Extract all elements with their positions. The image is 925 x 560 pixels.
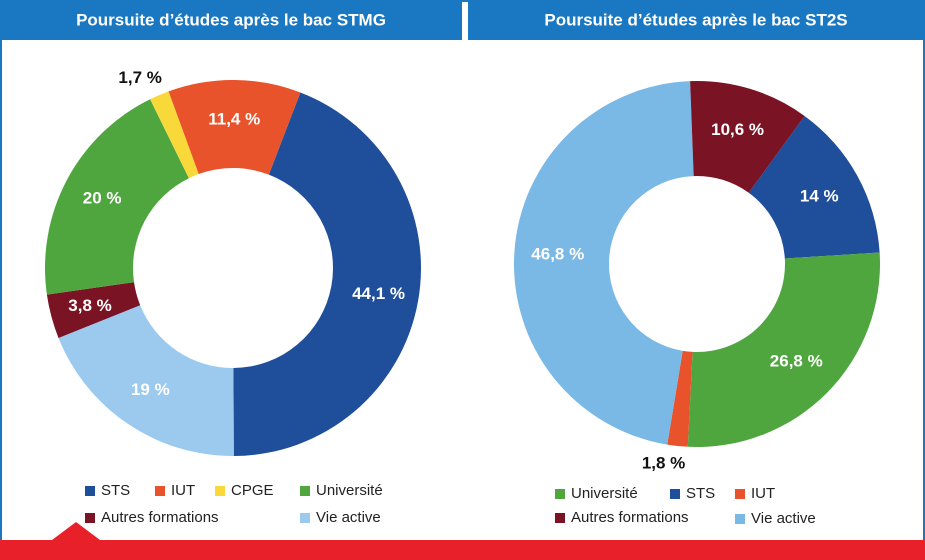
legend-label: Vie active <box>316 509 381 526</box>
value-label: 46,8 % <box>531 245 584 264</box>
chart-title: Poursuite d’études après le bac ST2S <box>544 10 847 29</box>
value-label: 1,8 % <box>642 453 685 472</box>
legend-swatch <box>85 486 95 496</box>
legend-label: IUT <box>751 485 775 502</box>
donut-segment <box>690 81 805 193</box>
value-label: 20 % <box>83 188 122 207</box>
legend-label: Autres formations <box>571 509 689 526</box>
legend-label: IUT <box>171 482 195 499</box>
value-label: 26,8 % <box>770 352 823 371</box>
legend-label: STS <box>101 482 130 499</box>
donut-segment <box>748 115 880 259</box>
legend-label: Université <box>571 485 638 502</box>
legend-swatch <box>215 486 225 496</box>
value-label: 10,6 % <box>711 120 764 139</box>
legend-label: Vie active <box>751 510 816 527</box>
donut-segment <box>58 305 234 456</box>
value-label: 14 % <box>800 186 839 205</box>
donut-segment <box>44 99 189 295</box>
legend-label: Autres formations <box>101 509 219 526</box>
legend-label: STS <box>686 485 715 502</box>
legend-label: Université <box>316 482 383 499</box>
value-label: 1,7 % <box>118 68 161 87</box>
legend-swatch <box>555 489 565 499</box>
value-label: 11,4 % <box>208 109 260 128</box>
chart-title: Poursuite d’études après le bac STMG <box>76 10 386 29</box>
legend-swatch <box>300 486 310 496</box>
donut-segment <box>687 252 880 447</box>
legend-swatch <box>85 513 95 523</box>
legend-swatch <box>555 513 565 523</box>
value-label: 44,1 % <box>352 284 405 303</box>
donut-segment <box>46 282 141 338</box>
donut-segment <box>168 79 301 175</box>
footer-band <box>0 522 925 560</box>
legend-swatch <box>300 513 310 523</box>
legend-label: CPGE <box>231 482 274 499</box>
header-left <box>0 0 462 40</box>
value-label: 3,8 % <box>68 296 111 315</box>
value-label: 19 % <box>131 380 170 399</box>
donut-segment <box>667 350 693 447</box>
header-right <box>468 0 925 40</box>
legend-swatch <box>735 514 745 524</box>
legend-swatch <box>155 486 165 496</box>
donut-segment <box>233 92 421 456</box>
donut-segment <box>150 91 199 179</box>
legend-swatch <box>735 489 745 499</box>
donut-segment <box>514 81 694 445</box>
legend-swatch <box>670 489 680 499</box>
